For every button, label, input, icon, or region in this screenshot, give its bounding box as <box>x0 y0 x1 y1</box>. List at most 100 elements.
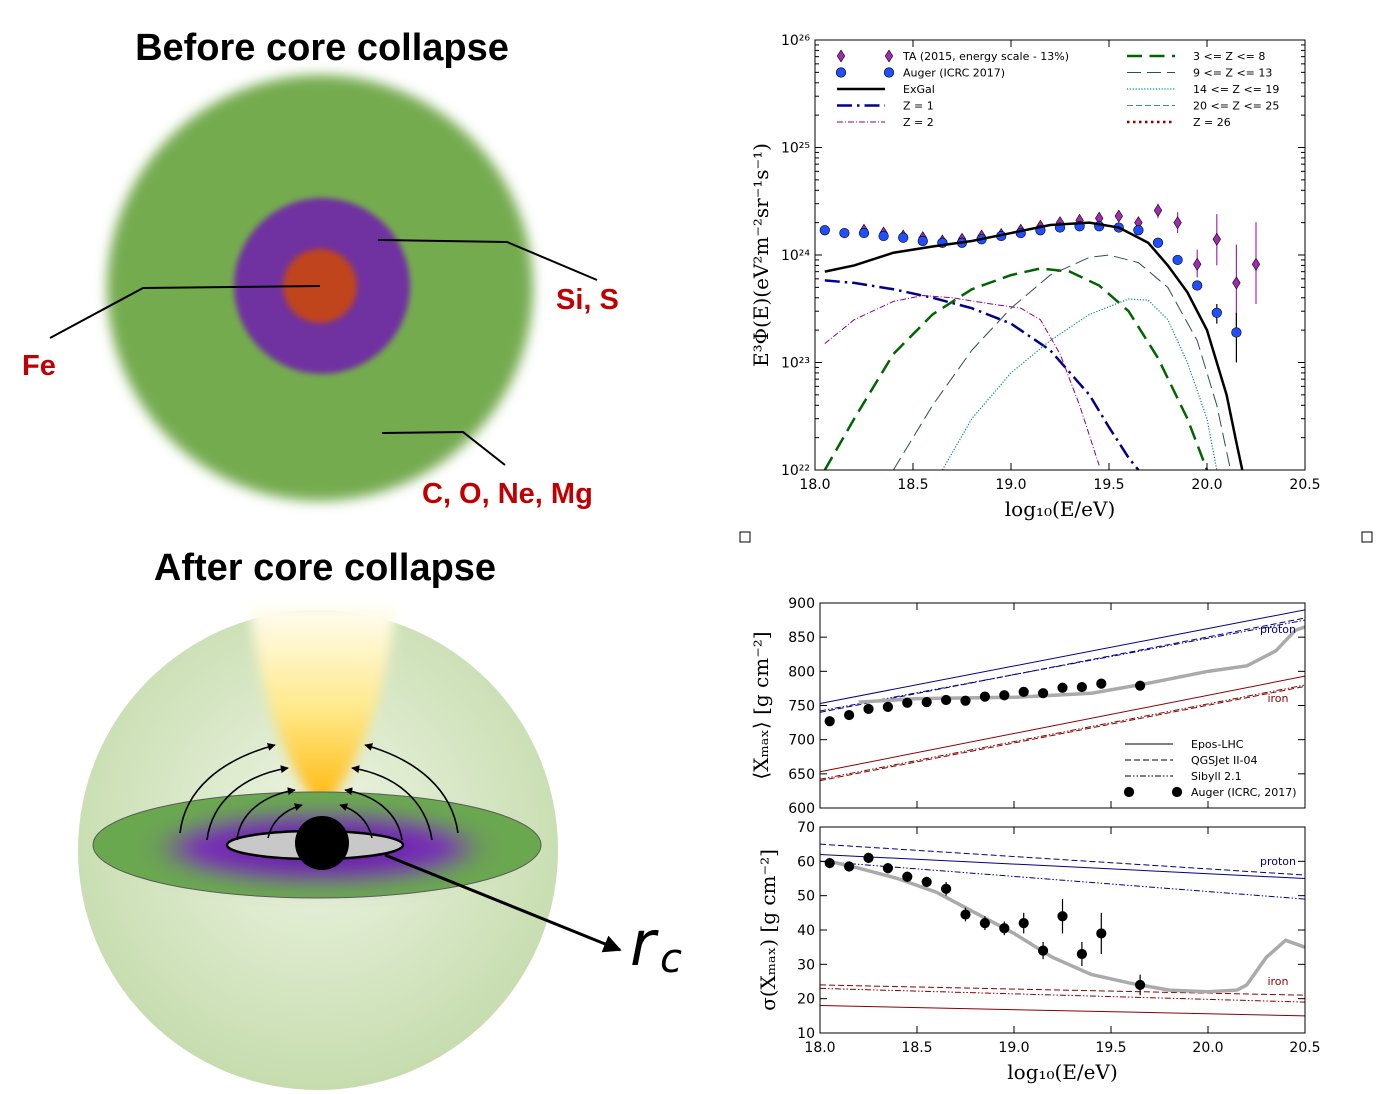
data-point <box>979 918 991 929</box>
y-tick-label: 10²³ <box>781 356 810 372</box>
data-point <box>1133 225 1144 236</box>
data-point <box>863 852 874 864</box>
legend-label: Z = 26 <box>1193 116 1231 129</box>
data-point <box>1037 945 1049 956</box>
x-tick-label: 20.0 <box>1192 1040 1223 1056</box>
field-lines <box>179 743 459 841</box>
data-point <box>882 863 894 874</box>
x-tick-label: 20.5 <box>1289 1040 1320 1056</box>
data-point <box>1232 276 1241 290</box>
y-tick-label: 60 <box>797 854 815 870</box>
data-point <box>1193 257 1202 271</box>
legend-label: Auger (ICRC, 2017) <box>1191 786 1297 799</box>
chart: 18.0 18.5 19.0 19.5 20.0 20.5 10 20 30 40 50 60 70 pr… <box>756 820 1321 1084</box>
series-line <box>820 987 1305 1003</box>
legend-label: Sibyll 2.1 <box>1191 770 1242 783</box>
data-point <box>1152 237 1164 248</box>
before-diagram: Before core collapse Si, S Fe C, O, Ne, … <box>22 27 619 510</box>
annotation: iron <box>1267 692 1288 705</box>
series-line <box>820 609 1305 704</box>
data-point <box>1076 948 1087 960</box>
data-point <box>902 697 913 708</box>
legend-label: TA (2015, energy scale - 13%) <box>902 50 1069 63</box>
legend-label: 3 <= Z <= 8 <box>1193 50 1265 63</box>
series-line <box>820 843 1305 876</box>
data-point <box>819 225 830 236</box>
x-tick-label: 18.5 <box>901 1040 932 1056</box>
series-line <box>823 267 1209 470</box>
x-tick-label: 19.5 <box>1095 1040 1126 1056</box>
data-point <box>960 695 971 706</box>
annotation: proton <box>1260 855 1296 868</box>
x-tick-label: 19.5 <box>1093 477 1124 493</box>
y-tick-label: 800 <box>788 664 815 680</box>
y-tick-label: 600 <box>788 801 815 817</box>
data-point <box>839 227 850 239</box>
y-tick-label: 30 <box>797 957 815 973</box>
y-tick-label: 900 <box>788 596 815 612</box>
chart: 600 650 700 750 800 850 900 Epos-LHC QGSJet II-0… <box>749 596 1306 817</box>
data-point <box>1211 307 1222 318</box>
y-tick-label: 10 <box>797 1026 815 1042</box>
x-tick-label: 19.0 <box>998 1040 1029 1056</box>
x-tick-label: 18.0 <box>804 1040 835 1056</box>
data-point <box>1173 216 1182 230</box>
data-point <box>921 696 932 708</box>
legend-label: Auger (ICRC 2017) <box>903 67 1005 80</box>
y-tick-label: 20 <box>797 992 815 1008</box>
x-axis-label: log₁₀(E/eV) <box>1005 497 1116 521</box>
data-point <box>843 861 855 872</box>
data-point <box>1212 232 1221 246</box>
data-point <box>979 691 991 702</box>
plot-frame <box>819 602 1306 809</box>
series-line <box>820 1005 1305 1017</box>
x-tick-label: 19.0 <box>995 477 1026 493</box>
data-point <box>1096 928 1107 939</box>
y-tick-label: 40 <box>797 923 815 939</box>
x-tick-label: 18.0 <box>799 477 830 493</box>
legend-label: 9 <= Z <= 13 <box>1193 67 1272 80</box>
radius-subscript: c <box>660 936 682 982</box>
series-line <box>892 254 1232 470</box>
y-axis-label: E³Φ(E)(eV²m⁻²sr⁻¹s⁻¹) <box>749 143 773 367</box>
y-tick-label: 10²⁴ <box>781 248 810 264</box>
annotation: proton <box>1260 623 1296 636</box>
plot-frame <box>819 826 1306 1034</box>
data-point <box>836 49 846 63</box>
data-point <box>1057 911 1068 922</box>
element-label: Fe <box>22 350 56 382</box>
data-point <box>1251 257 1261 271</box>
data-point <box>1134 979 1146 991</box>
data-point <box>902 871 913 882</box>
y-tick-label: 10²² <box>781 463 810 479</box>
data-point <box>824 716 835 727</box>
data-point <box>999 923 1010 934</box>
data-point <box>835 67 847 78</box>
data-point <box>843 709 855 721</box>
series-line <box>820 685 1305 782</box>
legend-label: 14 <= Z <= 19 <box>1193 83 1279 96</box>
y-tick-label: 10²⁵ <box>781 141 810 157</box>
data-point <box>940 694 952 706</box>
marker-box <box>1361 531 1373 543</box>
data-point <box>1172 254 1183 266</box>
radius-arrow <box>384 853 622 953</box>
chart: 18.0 18.5 19.0 19.5 20.0 20.5 10²² 10²³ 10²⁴ 10²⁵… <box>749 33 1321 521</box>
legend-label: Z = 1 <box>903 100 934 113</box>
series-line <box>820 617 1305 713</box>
jet <box>250 605 396 812</box>
legend-label: Epos-LHC <box>1191 738 1244 751</box>
data-point <box>1076 681 1087 693</box>
y-tick-label: 10²⁶ <box>781 33 810 49</box>
x-tick-label: 18.5 <box>897 477 928 493</box>
legend-label: ExGal <box>903 83 935 96</box>
marker-box <box>739 531 751 543</box>
series-line <box>829 859 1305 994</box>
plot-area <box>820 609 1305 782</box>
y-tick-label: 50 <box>797 889 815 905</box>
leader-line <box>377 239 598 281</box>
legend-label: QGSJet II-04 <box>1191 754 1257 767</box>
data-point <box>878 230 889 242</box>
data-point <box>1018 686 1029 697</box>
after-diagram: After core collapse r c <box>78 547 682 1090</box>
